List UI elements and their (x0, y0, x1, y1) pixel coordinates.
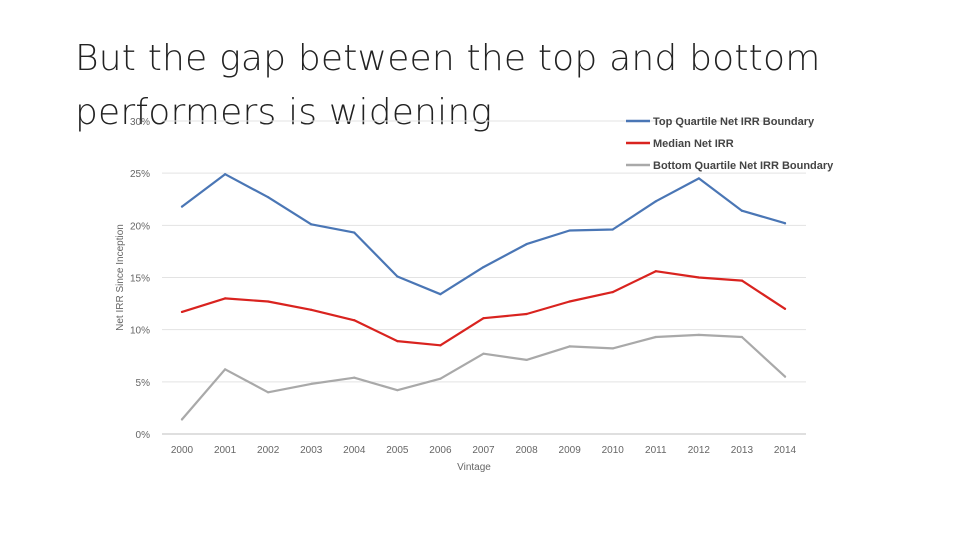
data-point (223, 173, 227, 176)
x-tick-label: 2003 (300, 445, 323, 456)
y-tick-label: 15% (130, 274, 150, 285)
data-point (568, 300, 571, 303)
data-point (439, 377, 442, 380)
x-tick-label: 2012 (688, 445, 711, 456)
data-point (783, 375, 787, 378)
data-point (568, 345, 571, 348)
data-point (223, 368, 227, 371)
data-point (353, 376, 356, 379)
x-axis-title: Vintage (457, 462, 491, 473)
data-point (697, 276, 700, 279)
data-point (310, 308, 313, 311)
x-tick-label: 2014 (774, 445, 797, 456)
data-point (223, 297, 227, 300)
data-point (568, 229, 571, 232)
data-point (439, 293, 442, 296)
y-tick-label: 30% (130, 117, 150, 128)
data-point (267, 391, 270, 394)
slide-title: But the gap between the top and bottom p… (75, 38, 821, 133)
legend-label-3: Bottom Quartile Net IRR Boundary (653, 160, 834, 172)
data-point (353, 231, 356, 234)
legend-label-2: Median Net IRR (653, 138, 734, 150)
y-tick-label: 20% (130, 221, 150, 232)
data-point (654, 270, 657, 273)
data-point (525, 358, 528, 362)
data-point (783, 307, 787, 310)
data-point (482, 317, 485, 320)
data-point (654, 200, 657, 203)
x-tick-label: 2010 (602, 445, 625, 456)
data-point (740, 279, 744, 282)
data-point (611, 347, 614, 350)
data-point (180, 310, 184, 314)
data-point (740, 209, 744, 212)
series-line-3 (180, 333, 787, 421)
x-tick-label: 2008 (515, 445, 538, 456)
data-point (180, 418, 184, 421)
y-tick-label: 5% (136, 378, 151, 389)
data-point (439, 344, 442, 347)
data-point (396, 389, 399, 392)
x-tick-label: 2007 (472, 445, 495, 456)
x-tick-label: 2004 (343, 445, 366, 456)
data-point (654, 335, 657, 339)
x-tick-label: 2001 (214, 445, 237, 456)
data-point (267, 300, 270, 303)
data-point (353, 319, 356, 322)
y-tick-label: 10% (130, 326, 150, 337)
x-tick-label: 2002 (257, 445, 280, 456)
data-point (525, 312, 528, 316)
data-point (611, 228, 614, 231)
x-tick-label: 2000 (171, 445, 194, 456)
data-point (267, 196, 270, 199)
x-tick-label: 2011 (645, 445, 667, 456)
data-point (783, 222, 787, 225)
data-point (525, 243, 528, 246)
data-point (396, 275, 399, 278)
x-tick-label: 2006 (429, 445, 452, 456)
data-point (611, 291, 614, 294)
x-tick-label: 2005 (386, 445, 409, 456)
y-tick-label: 25% (130, 169, 150, 180)
x-tick-label: 2013 (731, 445, 754, 456)
data-point (396, 340, 399, 343)
data-point (482, 265, 485, 269)
y-tick-label: 0% (136, 430, 151, 441)
data-point (180, 205, 184, 208)
x-tick-label: 2009 (559, 445, 582, 456)
data-point (697, 333, 700, 336)
data-point (310, 382, 313, 386)
data-point (310, 223, 313, 226)
y-axis-title: Net IRR Since Inception (115, 224, 126, 331)
legend-label-1: Top Quartile Net IRR Boundary (653, 116, 815, 128)
data-point (740, 335, 744, 339)
data-point (697, 177, 700, 180)
data-point (482, 352, 485, 355)
